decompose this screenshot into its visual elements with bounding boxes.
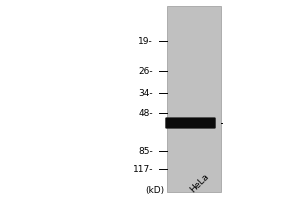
Text: 117-: 117- <box>133 164 153 173</box>
Text: 48-: 48- <box>138 108 153 117</box>
FancyBboxPatch shape <box>165 117 216 129</box>
Text: 85-: 85- <box>138 146 153 156</box>
Bar <box>167 6 220 192</box>
Text: 26-: 26- <box>138 66 153 75</box>
Text: HeLa: HeLa <box>188 171 211 194</box>
Text: 19-: 19- <box>138 36 153 46</box>
Text: 34-: 34- <box>138 88 153 98</box>
Text: (kD): (kD) <box>145 186 164 195</box>
